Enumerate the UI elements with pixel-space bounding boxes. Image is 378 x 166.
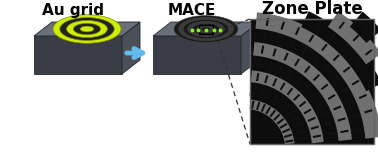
Bar [250,19,374,144]
Ellipse shape [80,26,94,32]
Ellipse shape [192,23,220,35]
Ellipse shape [178,17,234,41]
Ellipse shape [188,21,224,37]
Ellipse shape [53,15,121,43]
Text: Au grid: Au grid [42,3,104,18]
Polygon shape [122,22,140,74]
Polygon shape [153,36,241,74]
Polygon shape [34,22,140,36]
Bar [199,25,213,34]
Ellipse shape [201,27,211,31]
Text: Zone Plate: Zone Plate [262,0,363,18]
Ellipse shape [67,20,107,38]
Ellipse shape [174,16,238,42]
Text: MACE: MACE [168,3,216,18]
Polygon shape [153,22,259,36]
Ellipse shape [73,23,101,35]
Ellipse shape [183,19,229,39]
Polygon shape [241,22,259,74]
Ellipse shape [197,25,215,33]
Polygon shape [34,36,122,74]
Bar [250,19,374,144]
Ellipse shape [60,18,114,41]
